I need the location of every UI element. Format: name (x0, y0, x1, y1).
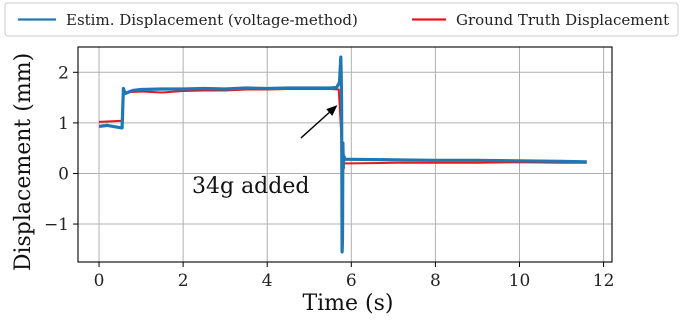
y-tick-label: 0 (58, 164, 69, 184)
annotation-arrowhead (326, 105, 338, 116)
x-tick-label: 0 (94, 271, 105, 291)
legend-label-estimated: Estim. Displacement (voltage-method) (66, 11, 358, 29)
annotation-label: 34g added (192, 174, 309, 199)
grid-lines (78, 47, 612, 262)
y-tick-label: 1 (58, 114, 69, 134)
plot-frame (77, 46, 613, 263)
x-tick-label: 10 (509, 271, 531, 291)
annotation: 34g added (192, 105, 338, 199)
x-tick-label: 12 (593, 271, 615, 291)
x-axis-label: Time (s) (302, 291, 393, 316)
x-tick-label: 4 (262, 271, 273, 291)
legend-label-ground-truth: Ground Truth Displacement (456, 11, 669, 29)
series-group (98, 55, 587, 254)
series-line-estimated (98, 55, 587, 254)
x-tick-label: 2 (178, 271, 189, 291)
y-tick-label: −1 (44, 215, 69, 235)
legend-box (4, 2, 679, 37)
y-axis-ticks: −1 0 1 2 (44, 63, 78, 235)
x-tick-label: 8 (430, 271, 441, 291)
legend: Estim. Displacement (voltage-method) Gro… (4, 2, 679, 37)
x-axis-ticks: 0 2 4 6 8 10 12 (94, 262, 615, 291)
y-axis-label: Displacement (mm) (11, 53, 36, 271)
y-tick-label: 2 (58, 63, 69, 83)
annotation-arrow-line (300, 112, 330, 139)
x-tick-label: 6 (346, 271, 357, 291)
